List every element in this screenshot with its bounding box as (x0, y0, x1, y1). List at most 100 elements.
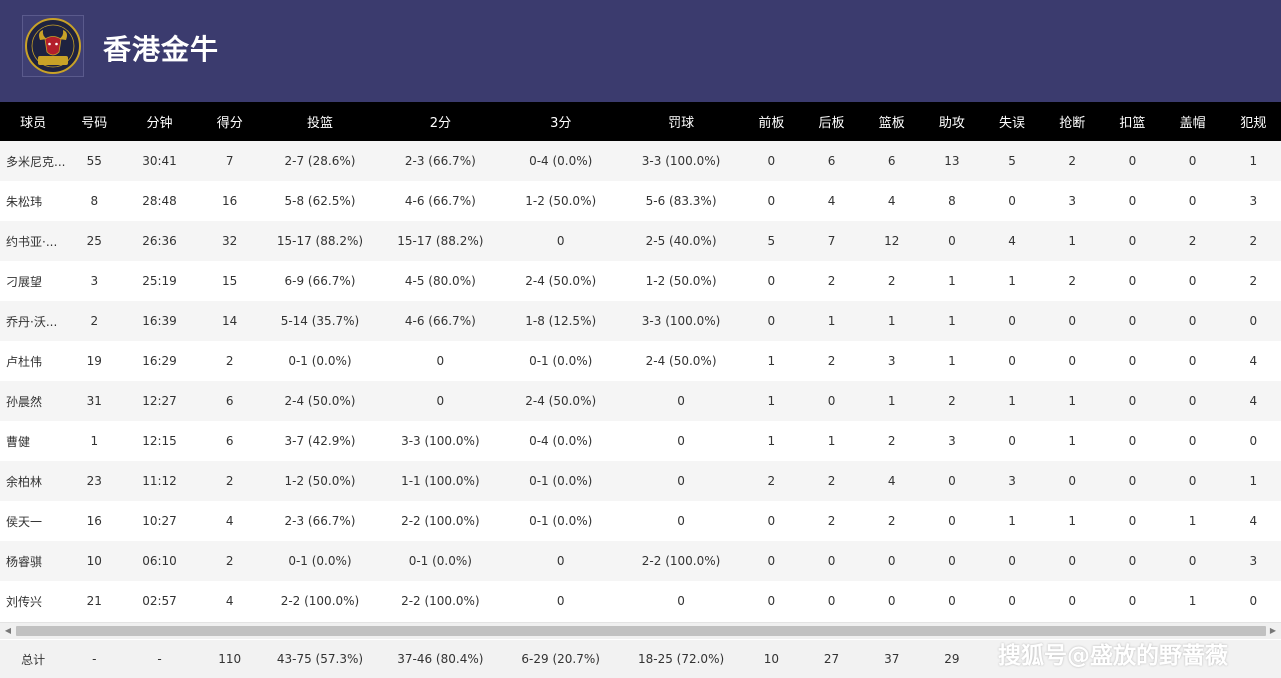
player-name[interactable]: 约书亚·... (0, 221, 67, 261)
stat-cell: 21 (66, 581, 123, 621)
stat-cell: 0 (1105, 301, 1160, 341)
totals-cell: 29 (918, 640, 985, 678)
totals-cell (1159, 640, 1226, 678)
stat-cell: 2 (798, 341, 865, 381)
table-row: 孙晨然 31 12:27 6 2-4 (50.0%) 0 2-4 (50.0%) 0 1 0 1 2 1… (0, 381, 1281, 421)
stat-cell: 0 (984, 541, 1040, 581)
stat-cell: 1 (918, 341, 985, 381)
stat-cell: 0 (1105, 421, 1160, 461)
stat-cell: 3 (918, 421, 985, 461)
watermark: 搜狐号@盛放的野蔷薇 (998, 643, 1228, 669)
player-name[interactable]: 乔丹·沃... (0, 301, 67, 341)
table-row: 杨睿骐 10 06:10 2 0-1 (0.0%) 0-1 (0.0%) 0 2-2 (100… (0, 541, 1281, 581)
stat-cell: 0 (1159, 141, 1226, 181)
column-header[interactable]: 前板 (744, 102, 799, 141)
stat-cell: 1 (66, 421, 123, 461)
player-name[interactable]: 曹健 (0, 421, 67, 461)
player-stats-table: 球员 号码 分钟 得分 投篮 2分 3分 罚球 前板 后板 篮板 助攻 失误 抢断 扣篮 盖帽 犯规 多米尼克.… (0, 102, 1281, 621)
stat-cell: 3 (1225, 541, 1281, 581)
stat-cell: 0 (617, 421, 745, 461)
stat-cell: 0 (503, 221, 618, 261)
stat-cell: 3-3 (100.0%) (617, 141, 745, 181)
column-header[interactable]: 助攻 (918, 102, 985, 141)
stat-cell: 0 (377, 381, 504, 421)
stat-cell: 0 (1105, 501, 1160, 541)
player-name[interactable]: 卢杜伟 (0, 341, 67, 381)
player-name[interactable]: 余柏林 (0, 461, 67, 501)
totals-cell: 110 (196, 640, 263, 678)
column-header[interactable]: 球员 (0, 102, 67, 141)
column-header[interactable]: 投篮 (262, 102, 378, 141)
stat-cell: 0 (1159, 261, 1226, 301)
stat-cell: 7 (798, 221, 865, 261)
stat-cell: 15-17 (88.2%) (377, 221, 504, 261)
stat-cell: 10:27 (122, 501, 197, 541)
stat-cell: 32 (196, 221, 263, 261)
scroll-left-arrow-icon[interactable]: ◀ (4, 626, 12, 635)
stat-cell: 1 (744, 381, 799, 421)
stat-cell: 1 (1039, 501, 1106, 541)
stat-cell: 0-1 (0.0%) (262, 341, 378, 381)
column-header[interactable]: 扣篮 (1105, 102, 1160, 141)
column-header[interactable]: 后板 (798, 102, 865, 141)
stat-cell: 1 (984, 501, 1040, 541)
stat-cell: 0-1 (0.0%) (503, 341, 618, 381)
stat-cell: 2 (1225, 261, 1281, 301)
totals-table: 总计 - -110 43-75 (57.3%) 37-46 (80.4%) 6-29 (2… (0, 640, 1281, 678)
stat-cell: 2 (196, 341, 263, 381)
horizontal-scrollbar[interactable]: ◀ ▶ (0, 622, 1281, 639)
stat-cell: 3-3 (100.0%) (377, 421, 504, 461)
column-header[interactable]: 得分 (196, 102, 263, 141)
stat-cell: 0 (1159, 181, 1226, 221)
stat-cell: 4 (196, 581, 263, 621)
column-header[interactable]: 抢断 (1039, 102, 1106, 141)
stat-cell: 2-3 (66.7%) (262, 501, 378, 541)
player-name[interactable]: 刘传兴 (0, 581, 67, 621)
stat-cell: 6 (196, 421, 263, 461)
stat-cell: 0-1 (0.0%) (262, 541, 378, 581)
stat-cell: 2 (1225, 221, 1281, 261)
column-header[interactable]: 篮板 (864, 102, 919, 141)
stat-cell: 0-4 (0.0%) (503, 421, 618, 461)
stat-cell: 0 (798, 381, 865, 421)
scroll-right-arrow-icon[interactable]: ▶ (1269, 626, 1277, 635)
column-header[interactable]: 号码 (66, 102, 123, 141)
stat-cell: 6-9 (66.7%) (262, 261, 378, 301)
stat-cell: 2-7 (28.6%) (262, 141, 378, 181)
player-name[interactable]: 朱松玮 (0, 181, 67, 221)
stat-cell: 0 (1039, 341, 1106, 381)
player-name[interactable]: 杨睿骐 (0, 541, 67, 581)
stat-cell: 8 (918, 181, 985, 221)
stat-cell: 0 (798, 541, 865, 581)
stat-cell: 3 (984, 461, 1040, 501)
player-name[interactable]: 刁展望 (0, 261, 67, 301)
team-header: 香港金牛 (0, 0, 1281, 102)
column-header[interactable]: 分钟 (122, 102, 197, 141)
stat-cell: 0 (617, 461, 745, 501)
player-name[interactable]: 侯天一 (0, 501, 67, 541)
stat-cell: 4 (1225, 381, 1281, 421)
column-header[interactable]: 盖帽 (1159, 102, 1226, 141)
column-header[interactable]: 罚球 (617, 102, 745, 141)
player-name[interactable]: 多米尼克... (0, 141, 67, 181)
stat-cell: 0 (617, 581, 745, 621)
stat-cell: 4 (1225, 501, 1281, 541)
column-header[interactable]: 2分 (377, 102, 504, 141)
stat-cell: 55 (66, 141, 123, 181)
stat-cell: 2-2 (100.0%) (377, 501, 504, 541)
stat-cell: 14 (196, 301, 263, 341)
stat-cell: 4 (984, 221, 1040, 261)
stat-cell: 1-2 (50.0%) (617, 261, 745, 301)
scrollbar-thumb[interactable] (16, 626, 1266, 636)
stat-cell: 0 (864, 541, 919, 581)
stat-cell: 02:57 (122, 581, 197, 621)
column-header[interactable]: 3分 (503, 102, 618, 141)
column-header[interactable]: 失误 (984, 102, 1040, 141)
stat-cell: 0 (1105, 581, 1160, 621)
stat-cell: 0 (1105, 221, 1160, 261)
stat-cell: 2 (744, 461, 799, 501)
column-header[interactable]: 犯规 (1225, 102, 1281, 141)
stat-cell: 0 (864, 581, 919, 621)
stat-cell: 1 (744, 341, 799, 381)
player-name[interactable]: 孙晨然 (0, 381, 67, 421)
